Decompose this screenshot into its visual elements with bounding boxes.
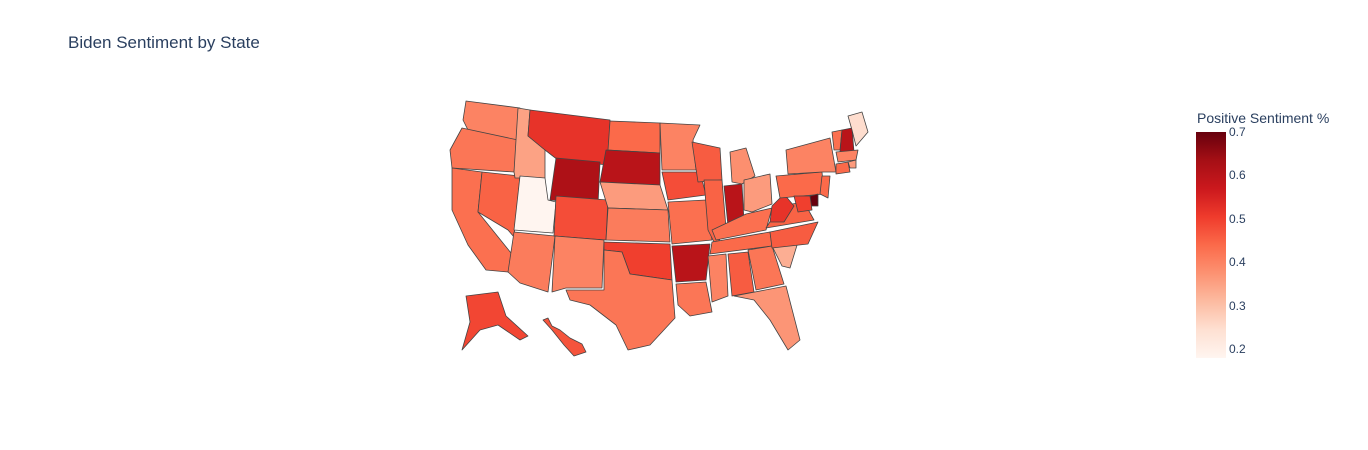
state-nc[interactable] <box>769 221 819 249</box>
colorbar-tick-label: 0.3 <box>1229 298 1246 313</box>
state-mo[interactable] <box>667 199 713 245</box>
chart-title: Biden Sentiment by State <box>68 33 260 52</box>
state-nj[interactable] <box>819 175 831 199</box>
state-hi[interactable] <box>542 317 587 357</box>
state-nv[interactable] <box>477 171 521 238</box>
state-ks[interactable] <box>605 207 671 243</box>
state-ky[interactable] <box>711 207 773 241</box>
colorbar-tick-label: 0.6 <box>1229 168 1246 183</box>
state-tx[interactable] <box>565 249 676 351</box>
state-az[interactable] <box>507 231 556 293</box>
state-ar[interactable] <box>671 243 711 283</box>
state-ri[interactable] <box>847 159 857 169</box>
state-me[interactable] <box>847 111 869 147</box>
state-ne[interactable] <box>599 181 669 211</box>
colorbar-tick-label: 0.4 <box>1229 255 1246 270</box>
state-ms[interactable] <box>707 253 729 303</box>
colorbar-title: Positive Sentiment % <box>1197 110 1330 126</box>
colorbar <box>1196 132 1226 358</box>
state-nm[interactable] <box>551 235 605 293</box>
state-md[interactable] <box>793 195 813 213</box>
state-ny[interactable] <box>785 137 837 175</box>
state-nd[interactable] <box>607 120 661 154</box>
state-la[interactable] <box>675 281 713 317</box>
state-oh[interactable] <box>743 173 773 213</box>
state-ga[interactable] <box>747 245 785 291</box>
colorbar-tick-label: 0.5 <box>1229 211 1246 226</box>
state-ct[interactable] <box>835 161 851 175</box>
state-co[interactable] <box>553 195 609 241</box>
state-nh[interactable] <box>839 127 855 153</box>
colorbar-tick-label: 0.2 <box>1229 342 1246 357</box>
colorbar-tick-label: 0.7 <box>1229 125 1246 139</box>
state-or[interactable] <box>449 127 519 173</box>
state-ak[interactable] <box>461 291 529 351</box>
state-ut[interactable] <box>513 175 557 234</box>
state-sd[interactable] <box>599 149 661 186</box>
state-fl[interactable] <box>733 285 801 351</box>
